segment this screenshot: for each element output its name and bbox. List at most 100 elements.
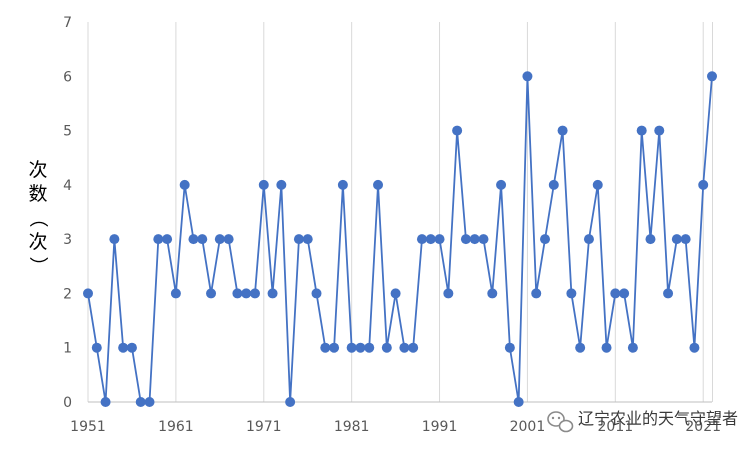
y-axis-label-char: 数 <box>28 183 47 205</box>
data-point-2004 <box>548 179 559 190</box>
data-point-2007 <box>575 342 586 353</box>
x-tick-label: 2011 <box>598 419 634 435</box>
data-point-2013 <box>627 342 638 353</box>
data-point-1998 <box>496 179 507 190</box>
data-point-1994 <box>460 234 471 245</box>
data-point-1979 <box>329 342 340 353</box>
y-tick-label: 2 <box>63 286 72 302</box>
watermark-text: 辽宁农业的天气守望者 <box>578 409 738 428</box>
data-point-1990 <box>425 234 436 245</box>
data-point-1956 <box>126 342 137 353</box>
y-tick-label: 5 <box>63 124 72 140</box>
x-tick-label: 2021 <box>685 419 721 435</box>
y-axis-label-char: 次 <box>28 159 47 181</box>
data-point-2012 <box>619 288 630 299</box>
data-point-1983 <box>364 342 375 353</box>
data-point-1974 <box>285 397 296 407</box>
data-point-1995 <box>469 234 480 245</box>
data-point-2000 <box>513 397 524 407</box>
data-point-1972 <box>267 288 278 299</box>
data-point-1971 <box>258 179 269 190</box>
data-point-1962 <box>179 179 190 190</box>
data-point-1961 <box>170 288 181 299</box>
x-tick-label: 2001 <box>510 419 546 435</box>
y-axis-label-char: 次 <box>28 231 47 253</box>
x-tick-label: 1991 <box>422 419 458 435</box>
data-point-1981 <box>346 342 357 353</box>
data-point-1968 <box>232 288 243 299</box>
data-point-1973 <box>276 179 287 190</box>
data-point-1999 <box>504 342 515 353</box>
data-point-1953 <box>100 397 111 407</box>
data-point-1960 <box>162 234 173 245</box>
data-point-1988 <box>408 342 419 353</box>
data-point-2019 <box>680 234 691 245</box>
watermark: 辽宁农业的天气守望者 <box>547 409 738 433</box>
data-point-1977 <box>311 288 322 299</box>
data-point-2015 <box>645 234 656 245</box>
data-point-2014 <box>636 125 647 136</box>
x-tick-label: 1961 <box>158 419 194 435</box>
data-point-1965 <box>206 288 217 299</box>
data-point-1980 <box>337 179 348 190</box>
data-point-1989 <box>416 234 427 245</box>
y-tick-label: 0 <box>63 395 72 411</box>
data-point-2016 <box>654 125 665 136</box>
data-point-2020 <box>689 342 700 353</box>
data-point-2001 <box>522 71 533 82</box>
y-axis-label: 次数（次） <box>27 159 49 276</box>
data-point-1976 <box>302 234 313 245</box>
data-point-1954 <box>109 234 120 245</box>
data-point-1982 <box>355 342 366 353</box>
data-point-1952 <box>91 342 102 353</box>
y-tick-label: 4 <box>63 178 72 194</box>
y-tick-label: 7 <box>63 15 72 31</box>
data-point-1970 <box>249 288 260 299</box>
y-axis-label-char: （ <box>27 208 49 227</box>
data-point-1984 <box>373 179 384 190</box>
data-point-1967 <box>223 234 234 245</box>
data-point-1978 <box>320 342 331 353</box>
data-point-2006 <box>566 288 577 299</box>
series-line <box>87 75 713 403</box>
data-point-1997 <box>487 288 498 299</box>
data-point-1958 <box>144 397 155 407</box>
data-point-1969 <box>241 288 252 299</box>
y-tick-label: 6 <box>63 69 72 85</box>
data-point-1992 <box>443 288 454 299</box>
data-point-2005 <box>557 125 568 136</box>
data-point-1963 <box>188 234 199 245</box>
data-point-2008 <box>583 234 594 245</box>
y-tick-label: 3 <box>63 232 72 248</box>
data-series <box>83 71 717 407</box>
data-point-1996 <box>478 234 489 245</box>
data-point-1955 <box>118 342 129 353</box>
data-point-2009 <box>592 179 603 190</box>
data-point-2017 <box>663 288 674 299</box>
data-point-1959 <box>153 234 164 245</box>
y-axis-tick-labels: 0 1 2 3 4 5 6 7 <box>63 15 72 411</box>
data-point-2010 <box>601 342 612 353</box>
data-point-2021 <box>698 179 709 190</box>
data-point-1993 <box>452 125 463 136</box>
wechat-icon <box>547 411 574 433</box>
data-point-1951 <box>83 288 93 299</box>
data-point-1991 <box>434 234 445 245</box>
x-tick-label: 1951 <box>70 419 106 435</box>
data-point-1966 <box>214 234 225 245</box>
x-tick-label: 1981 <box>334 419 370 435</box>
data-point-1957 <box>135 397 146 407</box>
data-point-1985 <box>381 342 392 353</box>
data-point-2003 <box>540 234 551 245</box>
y-tick-label: 1 <box>63 341 72 357</box>
x-axis-tick-labels: 1951 1961 1971 1981 1991 2001 2011 2021 <box>70 419 721 435</box>
data-point-2002 <box>531 288 542 299</box>
data-point-1987 <box>399 342 410 353</box>
data-point-2018 <box>671 234 682 245</box>
x-tick-label: 1971 <box>246 419 282 435</box>
data-point-1986 <box>390 288 401 299</box>
y-axis-label-char: ） <box>27 256 49 275</box>
data-point-1975 <box>293 234 304 245</box>
